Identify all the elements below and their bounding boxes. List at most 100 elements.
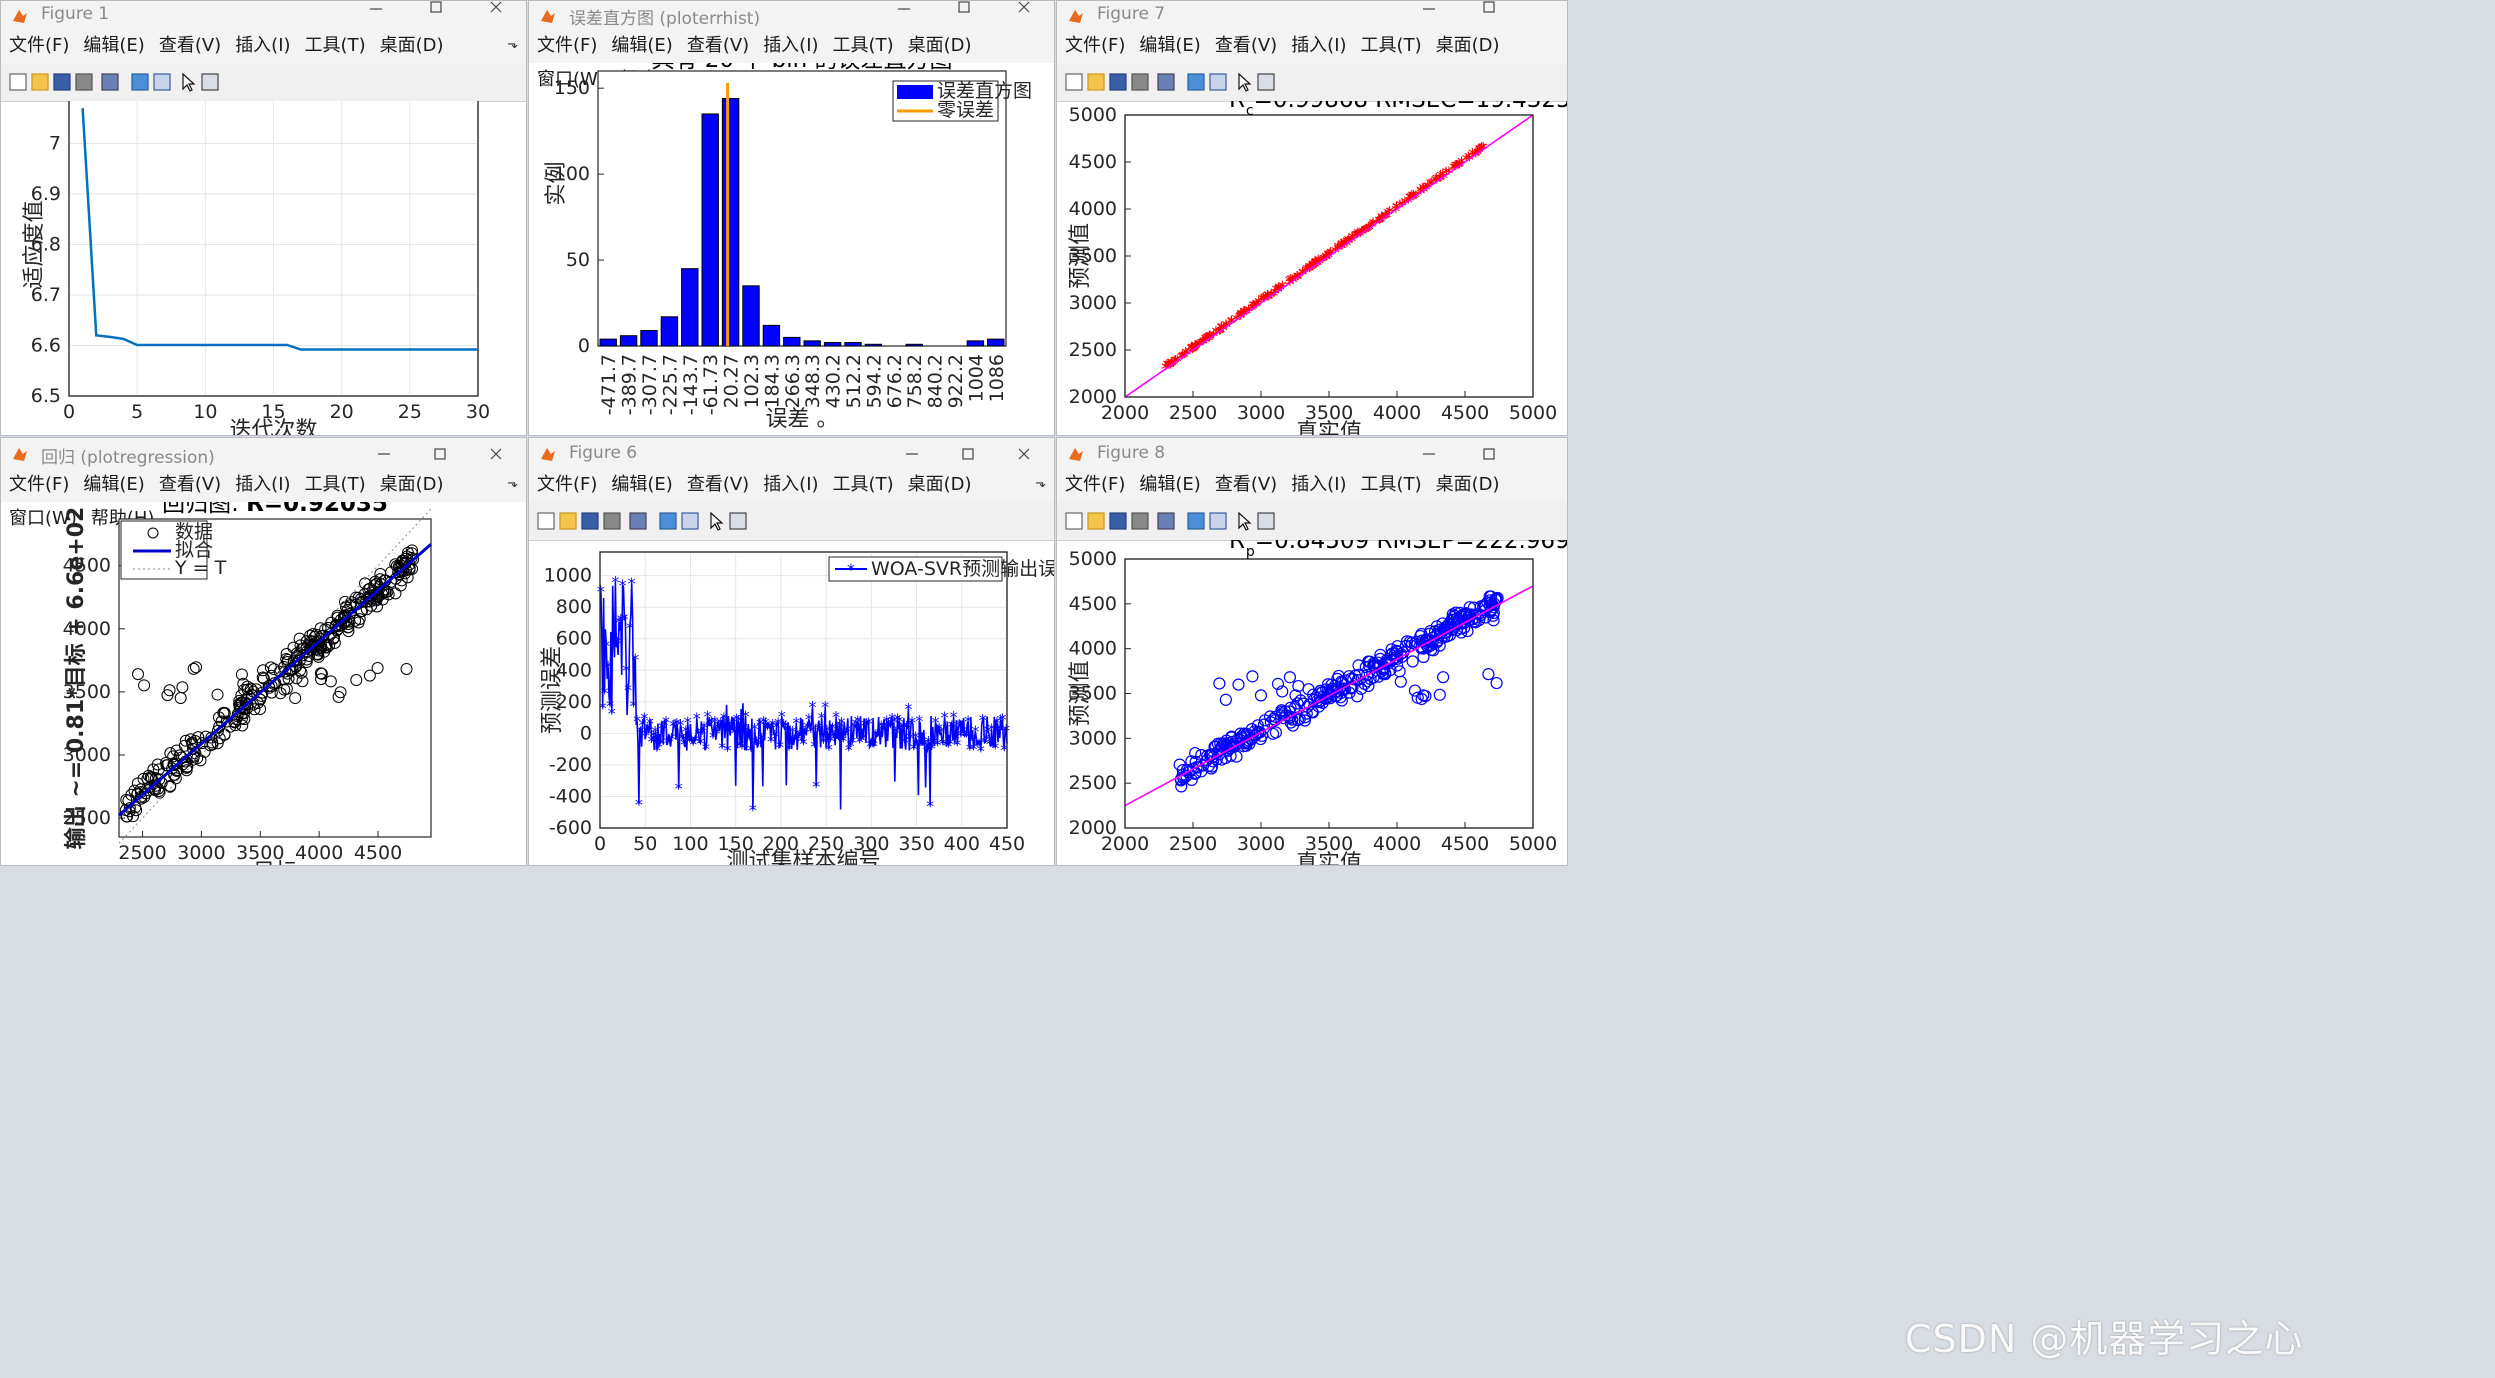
menu-insert[interactable]: 插入(I) [1291,474,1347,495]
minimize-icon[interactable] [874,1,934,29]
menu-file[interactable]: 文件(F) [537,474,598,495]
title-bar[interactable]: 回归 (plotregression) [1,438,526,468]
maximize-icon[interactable] [410,440,470,468]
close-icon[interactable] [994,1,1054,29]
close-icon[interactable] [466,1,526,29]
save-icon[interactable] [1107,510,1129,532]
menu-insert[interactable]: 插入(I) [1291,35,1347,56]
menu-file[interactable]: 文件(F) [537,35,598,56]
minimize-icon[interactable] [354,440,414,468]
menu-desktop[interactable]: 桌面(D) [379,474,444,495]
menu-tools[interactable]: 工具(T) [304,35,366,56]
menu-desktop[interactable]: 桌面(D) [907,474,972,495]
menu-file[interactable]: 文件(F) [1065,35,1126,56]
menu-tools[interactable]: 工具(T) [832,474,894,495]
colorbar-icon[interactable] [1185,71,1207,93]
menu-tools[interactable]: 工具(T) [304,474,366,495]
pointer-icon[interactable] [1233,71,1255,93]
menu-view[interactable]: 查看(V) [158,35,222,56]
save-icon[interactable] [579,510,601,532]
toolbar-toggle-icon[interactable]: ⬎ [507,37,518,52]
colorbar-icon[interactable] [129,71,151,93]
open-folder-icon[interactable] [557,510,579,532]
property-editor-icon[interactable] [199,71,221,93]
title-bar[interactable]: 误差直方图 (ploterrhist) [529,1,1054,29]
menu-desktop[interactable]: 桌面(D) [907,35,972,56]
menu-edit[interactable]: 编辑(E) [83,474,145,495]
title-bar[interactable]: Figure 6 [529,438,1054,468]
property-editor-icon[interactable] [1255,510,1277,532]
menu-window[interactable]: 窗口(W) [537,69,605,90]
print-icon[interactable] [601,510,623,532]
minimize-icon[interactable] [346,1,406,29]
menu-view[interactable]: 查看(V) [158,474,222,495]
legend-icon[interactable] [679,510,701,532]
link-plot-icon[interactable] [1155,510,1177,532]
menu-edit[interactable]: 编辑(E) [1139,474,1201,495]
legend-icon[interactable] [1207,510,1229,532]
minimize-icon[interactable] [1399,1,1459,29]
menu-desktop[interactable]: 桌面(D) [379,35,444,56]
link-plot-icon[interactable] [627,510,649,532]
minimize-icon[interactable] [1399,440,1459,468]
legend-icon[interactable] [151,71,173,93]
link-plot-icon[interactable] [99,71,121,93]
open-folder-icon[interactable] [29,71,51,93]
pointer-icon[interactable] [705,510,727,532]
menu-view[interactable]: 查看(V) [1214,35,1278,56]
menu-file[interactable]: 文件(F) [9,35,70,56]
menu-edit[interactable]: 编辑(E) [83,35,145,56]
menu-tools[interactable]: 工具(T) [1360,35,1422,56]
print-icon[interactable] [1129,510,1151,532]
new-file-icon[interactable] [535,510,557,532]
maximize-icon[interactable] [1459,440,1519,468]
menu-insert[interactable]: 插入(I) [763,474,819,495]
new-file-icon[interactable] [1063,71,1085,93]
maximize-icon[interactable] [938,440,998,468]
title-bar[interactable]: Figure 7 [1057,1,1567,29]
print-icon[interactable] [73,71,95,93]
data-point [169,772,182,785]
menu-view[interactable]: 查看(V) [686,474,750,495]
menu-edit[interactable]: 编辑(E) [1139,35,1201,56]
menu-desktop[interactable]: 桌面(D) [1435,35,1500,56]
property-editor-icon[interactable] [727,510,749,532]
open-folder-icon[interactable] [1085,510,1107,532]
link-plot-icon[interactable] [1155,71,1177,93]
title-bar[interactable]: Figure 8 [1057,438,1567,468]
menu-edit[interactable]: 编辑(E) [611,474,673,495]
legend-icon[interactable] [1207,71,1229,93]
menu-insert[interactable]: 插入(I) [763,35,819,56]
save-icon[interactable] [51,71,73,93]
print-icon[interactable] [1129,71,1151,93]
maximize-icon[interactable] [406,1,466,29]
menu-tools[interactable]: 工具(T) [832,35,894,56]
pointer-icon[interactable] [177,71,199,93]
menu-edit[interactable]: 编辑(E) [611,35,673,56]
colorbar-icon[interactable] [1185,510,1207,532]
menu-view[interactable]: 查看(V) [1214,474,1278,495]
toolbar-toggle-icon[interactable]: ⬎ [507,476,518,491]
menu-window[interactable]: 窗口(W) [9,508,77,529]
maximize-icon[interactable] [934,1,994,29]
menu-view[interactable]: 查看(V) [686,35,750,56]
menu-file[interactable]: 文件(F) [1065,474,1126,495]
close-icon[interactable] [466,440,526,468]
menu-file[interactable]: 文件(F) [9,474,70,495]
new-file-icon[interactable] [7,71,29,93]
menu-insert[interactable]: 插入(I) [235,35,291,56]
menu-desktop[interactable]: 桌面(D) [1435,474,1500,495]
open-folder-icon[interactable] [1085,71,1107,93]
new-file-icon[interactable] [1063,510,1085,532]
colorbar-icon[interactable] [657,510,679,532]
menu-insert[interactable]: 插入(I) [235,474,291,495]
save-icon[interactable] [1107,71,1129,93]
maximize-icon[interactable] [1459,1,1519,29]
title-bar[interactable]: Figure 1 [1,1,526,29]
pointer-icon[interactable] [1233,510,1255,532]
minimize-icon[interactable] [882,440,942,468]
close-icon[interactable] [994,440,1054,468]
toolbar-toggle-icon[interactable]: ⬎ [1035,476,1046,491]
menu-tools[interactable]: 工具(T) [1360,474,1422,495]
property-editor-icon[interactable] [1255,71,1277,93]
